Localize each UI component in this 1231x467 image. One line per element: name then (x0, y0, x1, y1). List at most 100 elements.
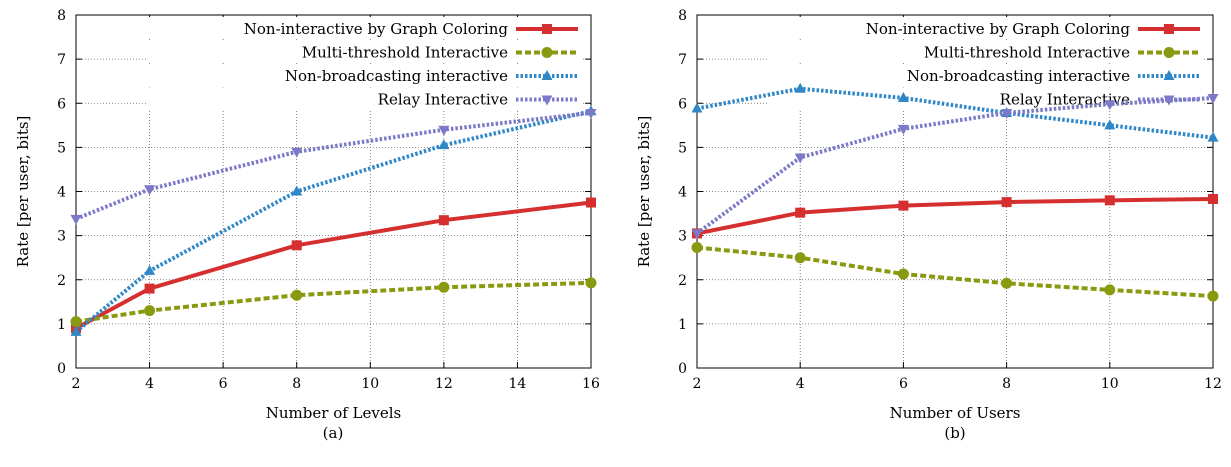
data-point (144, 283, 155, 294)
legend-bg (767, 17, 1204, 39)
y-tick-label: 4 (678, 185, 687, 201)
data-point (144, 305, 156, 317)
legend-bg (146, 40, 582, 63)
data-point (691, 229, 703, 240)
data-point (438, 281, 450, 293)
x-tick-label: 16 (582, 376, 600, 392)
series-line (75, 110, 592, 221)
legend-swatch-marker (542, 24, 552, 34)
legend-entry-label: Non-broadcasting interactive (285, 67, 508, 85)
data-point (291, 240, 302, 251)
x-axis-label: Number of Levels (266, 404, 401, 422)
y-tick-label: 5 (678, 140, 687, 156)
y-tick-label: 6 (57, 96, 66, 112)
x-tick-label: 4 (796, 376, 805, 392)
data-point (144, 185, 156, 196)
data-point (438, 215, 449, 226)
data-point (585, 108, 597, 119)
x-tick-label: 12 (435, 376, 453, 392)
y-tick-label: 5 (57, 140, 66, 156)
data-point (898, 200, 909, 211)
data-point (438, 139, 450, 150)
x-tick-label: 4 (145, 376, 154, 392)
y-tick-label: 4 (57, 185, 66, 201)
legend-swatch-marker (1163, 70, 1175, 80)
data-point (897, 124, 909, 135)
y-tick-label: 7 (678, 52, 687, 68)
data-point (1208, 194, 1218, 205)
data-point (438, 125, 450, 136)
legend-swatch-marker (541, 47, 553, 58)
data-point (1001, 108, 1013, 119)
series-line (696, 245, 1214, 299)
legend-swatch-marker (541, 95, 553, 106)
x-tick-label: 2 (72, 376, 81, 392)
panel-caption: (b) (944, 424, 965, 442)
data-point (1207, 290, 1219, 302)
series-4 (70, 108, 597, 225)
x-tick-label: 10 (361, 376, 379, 392)
data-point (1104, 284, 1116, 296)
data-point (691, 102, 703, 113)
x-tick-label: 6 (219, 376, 228, 392)
data-point (897, 268, 909, 280)
data-point (291, 289, 303, 301)
y-tick-label: 8 (678, 8, 687, 24)
legend-swatch-marker (541, 70, 553, 80)
data-point (794, 153, 806, 164)
x-tick-label: 12 (1204, 376, 1222, 392)
series-1 (692, 194, 1218, 239)
plot-frame (75, 14, 592, 369)
series-2 (691, 242, 1219, 302)
series-line (74, 109, 592, 334)
x-tick-label: 14 (509, 376, 527, 392)
y-tick-label: 6 (678, 96, 687, 112)
x-axis-label: Number of Users (890, 404, 1021, 422)
series-line (696, 197, 1214, 236)
data-point (794, 252, 806, 264)
legend-entry-label: Multi-threshold Interactive (302, 44, 508, 62)
data-point (794, 82, 806, 93)
data-point (1207, 131, 1219, 142)
x-tick-label: 8 (292, 376, 301, 392)
series-4 (691, 93, 1219, 240)
y-tick-label: 2 (678, 273, 687, 289)
data-point (795, 207, 806, 218)
legend-bg (146, 87, 582, 110)
y-tick-label: 8 (57, 8, 66, 24)
panel-caption: (a) (323, 424, 344, 442)
legend-bg (767, 40, 1204, 63)
data-point (586, 197, 596, 208)
legend-entry-label: Multi-threshold Interactive (924, 44, 1130, 62)
y-tick-label: 0 (57, 361, 66, 377)
data-point (1104, 100, 1116, 111)
plot-frame (696, 14, 1214, 369)
series-line (695, 95, 1214, 236)
y-tick-label: 7 (57, 52, 66, 68)
legend-entry-label: Non-broadcasting interactive (907, 67, 1130, 85)
data-point (1104, 195, 1115, 206)
legend-swatch-marker (1163, 95, 1175, 106)
legend: Non-interactive by Graph Coloring Multi-t… (767, 17, 1204, 110)
legend-swatch-marker (1164, 24, 1174, 34)
x-tick-label: 2 (693, 376, 702, 392)
data-point (70, 316, 82, 328)
y-axis-label: Rate [per user, bits] (635, 116, 653, 268)
y-tick-label: 3 (678, 229, 687, 245)
x-tick-label: 8 (1002, 376, 1011, 392)
data-point (70, 325, 82, 336)
y-tick-label: 3 (57, 229, 66, 245)
series-line (696, 86, 1214, 140)
legend: Non-interactive by Graph Coloring Multi-t… (146, 17, 582, 110)
data-point (291, 185, 303, 196)
legend-bg (767, 64, 1204, 86)
legend-entry-label: Non-interactive by Graph Coloring (866, 20, 1131, 38)
legend-entry-label: Relay Interactive (1000, 91, 1130, 109)
series-line (75, 280, 592, 324)
data-point (1001, 197, 1012, 208)
legend-swatch-marker (1163, 47, 1175, 58)
data-point (691, 242, 703, 254)
